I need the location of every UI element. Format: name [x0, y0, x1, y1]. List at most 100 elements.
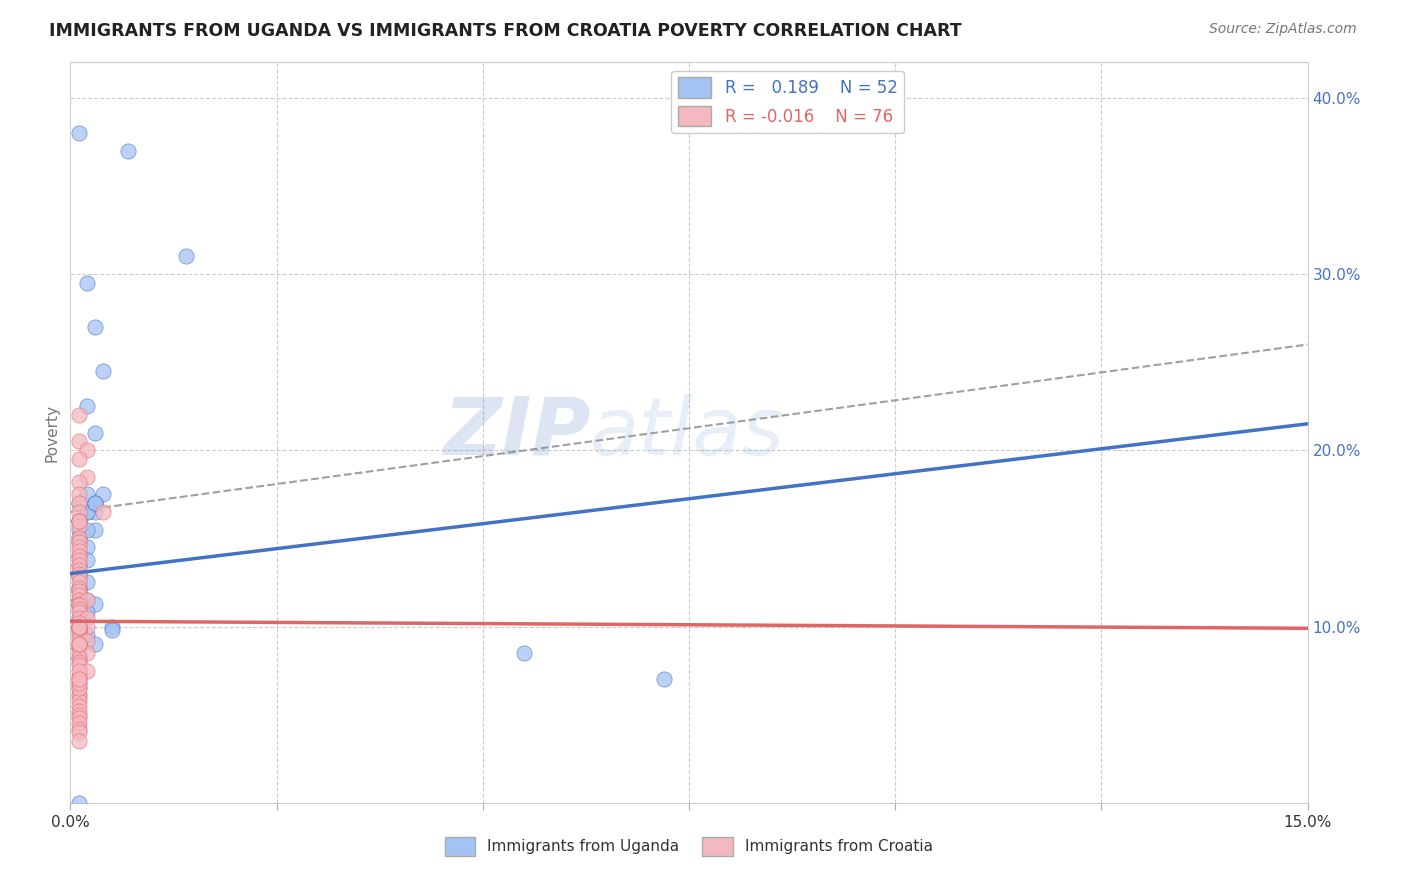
Point: [67, 581, 90, 595]
Point: [76, 523, 98, 537]
Point: [67, 637, 90, 651]
Point: [67, 725, 90, 739]
Point: [67, 599, 90, 613]
Point: [67, 651, 90, 665]
Point: [67, 452, 90, 467]
Point: [67, 519, 90, 533]
Point: [76, 505, 98, 519]
Point: [67, 610, 90, 624]
Point: [67, 651, 90, 665]
Point: [76, 399, 98, 413]
Point: [67, 602, 90, 616]
Point: [67, 566, 90, 581]
Text: ZIP: ZIP: [443, 393, 591, 472]
Point: [67, 640, 90, 655]
Point: [67, 597, 90, 611]
Text: IMMIGRANTS FROM UGANDA VS IMMIGRANTS FROM CROATIA POVERTY CORRELATION CHART: IMMIGRANTS FROM UGANDA VS IMMIGRANTS FRO…: [49, 22, 962, 40]
Point: [67, 716, 90, 731]
Point: [67, 532, 90, 546]
Point: [67, 646, 90, 660]
Point: [67, 676, 90, 690]
Point: [84, 496, 107, 510]
Point: [67, 549, 90, 563]
Point: [67, 535, 90, 549]
Point: [67, 552, 90, 566]
Point: [67, 599, 90, 613]
Point: [67, 707, 90, 722]
Point: [67, 588, 90, 602]
Point: [76, 619, 98, 633]
Point: [84, 523, 107, 537]
Point: [67, 623, 90, 637]
Point: [67, 655, 90, 669]
Point: [76, 593, 98, 607]
Point: [67, 681, 90, 696]
Point: [67, 637, 90, 651]
Point: [67, 669, 90, 683]
Point: [67, 734, 90, 748]
Point: [67, 563, 90, 577]
Point: [67, 681, 90, 696]
Point: [67, 532, 90, 546]
Point: [67, 615, 90, 630]
Point: [76, 443, 98, 458]
Point: [76, 593, 98, 607]
Point: [84, 505, 107, 519]
Point: [76, 540, 98, 554]
Point: [67, 593, 90, 607]
Point: [67, 614, 90, 628]
Point: [67, 584, 90, 599]
Point: [91, 364, 114, 378]
Point: [84, 597, 107, 611]
Point: [67, 673, 90, 687]
Point: [67, 606, 90, 620]
Point: [117, 144, 139, 158]
Point: [76, 487, 98, 501]
Point: [67, 619, 90, 633]
Point: [67, 640, 90, 655]
Point: [67, 704, 90, 718]
Point: [76, 610, 98, 624]
Point: [67, 514, 90, 528]
Point: [91, 505, 114, 519]
Point: [100, 623, 122, 637]
Point: [67, 619, 90, 633]
Point: [67, 632, 90, 646]
Y-axis label: Poverty: Poverty: [44, 403, 59, 462]
Point: [67, 693, 90, 707]
Point: [67, 575, 90, 590]
Point: [67, 673, 90, 687]
Point: [76, 276, 98, 290]
Point: [76, 469, 98, 483]
Point: [76, 646, 98, 660]
Point: [67, 619, 90, 633]
Point: [67, 619, 90, 633]
Point: [67, 584, 90, 599]
Point: [174, 249, 197, 263]
Point: [67, 535, 90, 549]
Legend: Immigrants from Uganda, Immigrants from Croatia: Immigrants from Uganda, Immigrants from …: [439, 831, 939, 862]
Point: [67, 475, 90, 489]
Point: [513, 646, 536, 660]
Text: atlas: atlas: [591, 393, 785, 472]
Point: [67, 610, 90, 624]
Point: [67, 581, 90, 595]
Point: [67, 487, 90, 501]
Point: [84, 319, 107, 334]
Point: [67, 558, 90, 572]
Point: [67, 623, 90, 637]
Point: [67, 698, 90, 713]
Point: [67, 711, 90, 725]
Point: [67, 664, 90, 678]
Point: [84, 637, 107, 651]
Point: [100, 619, 122, 633]
Point: [76, 664, 98, 678]
Point: [67, 408, 90, 422]
Point: [67, 619, 90, 633]
Text: Source: ZipAtlas.com: Source: ZipAtlas.com: [1209, 22, 1357, 37]
Point: [67, 496, 90, 510]
Point: [67, 690, 90, 704]
Point: [652, 673, 675, 687]
Point: [67, 514, 90, 528]
Point: [76, 505, 98, 519]
